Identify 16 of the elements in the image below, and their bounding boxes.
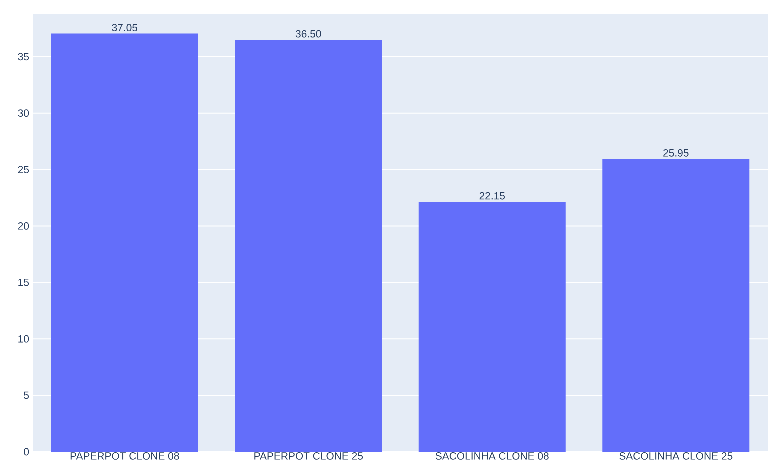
y-tick-label: 10	[18, 335, 30, 343]
data-label: 22.15	[480, 192, 506, 200]
y-tick-label: 15	[18, 279, 30, 286]
y-tick-label: 0	[24, 448, 30, 456]
x-tick-label: SACOLINHA CLONE 08	[436, 452, 549, 460]
data-label: 37.05	[112, 24, 138, 32]
y-tick-label: 30	[18, 110, 30, 118]
y-tick-label: 20	[18, 222, 30, 230]
x-tick-label: SACOLINHA CLONE 25	[620, 452, 733, 460]
y-tick-label: 35	[18, 53, 30, 61]
data-label: 36.50	[296, 30, 322, 38]
y-tick-label: 25	[18, 166, 30, 174]
y-tick-label: 5	[24, 392, 30, 400]
data-label: 25.95	[664, 149, 689, 157]
x-tick-label: PAPERPOT CLONE 25	[254, 452, 364, 460]
x-tick-label: PAPERPOT CLONE 08	[70, 452, 180, 460]
